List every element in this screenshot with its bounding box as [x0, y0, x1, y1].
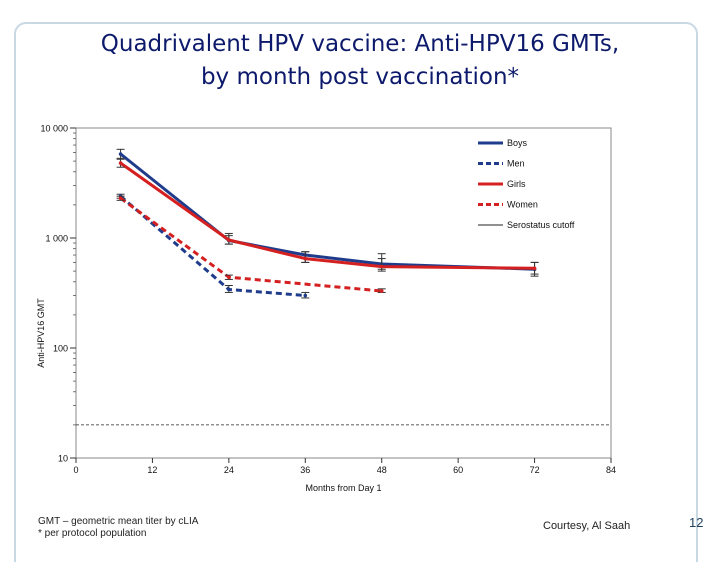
footnote: GMT – geometric mean titer by cLIA * per… — [38, 516, 198, 540]
plot-area — [75, 127, 612, 459]
legend-label-girls: Girls — [507, 179, 526, 189]
x-tick-label: 48 — [377, 465, 387, 475]
legend-label-boys: Boys — [507, 138, 528, 148]
data-point-men — [227, 287, 231, 292]
legend-label-men: Men — [507, 159, 525, 169]
y-tick-label: 1 000 — [45, 234, 68, 244]
slide-number: 12 — [689, 515, 704, 530]
x-tick-label: 72 — [530, 465, 540, 475]
footnote-gmt-definition: GMT – geometric mean titer by cLIA — [38, 516, 199, 527]
x-tick-label: 12 — [147, 465, 157, 475]
data-point-women — [379, 289, 384, 293]
x-tick-label: 24 — [224, 465, 234, 475]
slide-title: Quadrivalent HPV vaccine: Anti-HPV16 GMT… — [0, 28, 720, 94]
data-point-men — [303, 293, 308, 298]
y-axis-label: Anti-HPV16 GMT — [36, 298, 46, 368]
x-tick-label: 36 — [300, 465, 310, 475]
title-line-2: by month post vaccination* — [200, 64, 520, 90]
x-tick-label: 0 — [73, 465, 78, 475]
data-point-girls — [379, 264, 384, 269]
x-axis-label: Months from Day 1 — [305, 483, 381, 493]
footnote-per-protocol: * per protocol population — [38, 528, 147, 539]
title-line-1: Quadrivalent HPV vaccine: Anti-HPV16 GMT… — [100, 31, 620, 57]
x-tick-label: 84 — [606, 465, 616, 475]
data-point-girls — [532, 266, 537, 271]
data-point-women — [118, 196, 123, 201]
data-point-girls — [227, 238, 231, 242]
y-tick-label: 10 000 — [40, 124, 68, 134]
courtesy-credit: Courtesy, Al Saah — [543, 520, 631, 532]
data-point-women — [227, 275, 231, 280]
gmt-line-chart: 10 100 1 000 10 000 0 12 24 36 48 60 72 84 Months fr… — [36, 124, 616, 494]
series-line-boys — [119, 152, 535, 271]
y-tick-label: 100 — [53, 344, 68, 354]
data-point-girls — [303, 256, 308, 261]
legend-label-serostatus-cutoff: Serostatus cutoff — [507, 220, 575, 230]
data-point-girls — [118, 161, 123, 165]
legend-label-women: Women — [507, 200, 538, 210]
y-tick-label: 10 — [58, 454, 68, 464]
slide-frame — [14, 22, 698, 562]
series-line-girls — [119, 161, 535, 270]
data-point-boys — [118, 152, 123, 156]
x-tick-label: 60 — [453, 465, 463, 475]
